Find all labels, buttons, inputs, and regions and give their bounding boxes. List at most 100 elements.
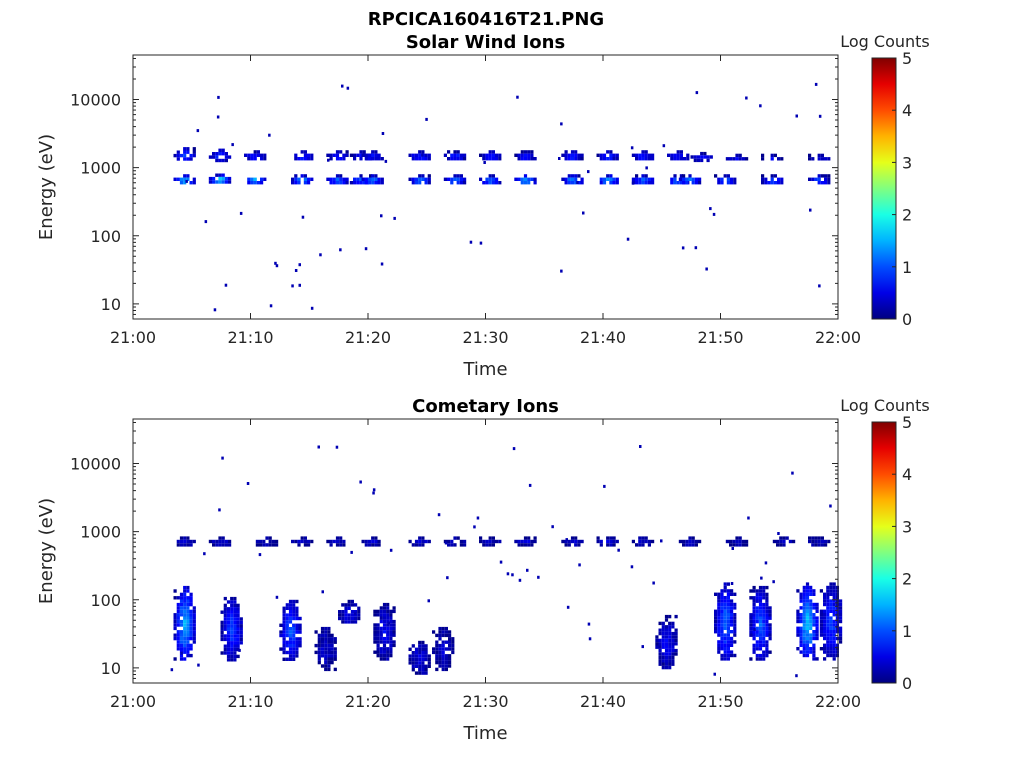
data-cell: [218, 536, 222, 540]
data-cell: [602, 157, 607, 161]
data-cell: [673, 177, 677, 181]
data-cell: [733, 640, 737, 644]
data-cell: [805, 619, 810, 624]
data-cell: [250, 181, 254, 185]
data-cell: [456, 174, 460, 178]
data-cell: [386, 609, 390, 614]
data-cell: [291, 284, 294, 288]
data-cell: [344, 610, 348, 614]
data-cell: [517, 157, 521, 161]
data-cell: [690, 155, 694, 159]
data-cell: [186, 650, 190, 654]
data-cell: [664, 638, 669, 643]
data-cell: [631, 177, 635, 181]
data-cell: [720, 623, 724, 627]
data-cell: [695, 91, 699, 95]
data-cell: [630, 146, 634, 150]
data-cell: [338, 610, 342, 614]
data-cell: [768, 613, 772, 617]
data-cell: [303, 539, 307, 544]
data-cell: [459, 539, 463, 544]
data-cell: [233, 613, 237, 618]
data-cell: [839, 626, 843, 630]
data-cell: [733, 630, 737, 634]
data-cell: [192, 609, 196, 614]
data-cell: [762, 589, 766, 593]
data-cell: [443, 177, 447, 181]
data-cell: [268, 539, 272, 544]
data-cell: [723, 647, 727, 651]
data-cell: [223, 651, 227, 655]
data-cell: [414, 657, 419, 662]
data-cell: [376, 613, 380, 617]
data-cell: [186, 613, 190, 617]
data-cell: [441, 647, 445, 651]
data-cell: [179, 602, 184, 607]
data-cell: [826, 599, 830, 603]
data-cell: [523, 181, 528, 185]
data-cell: [226, 600, 231, 604]
data-cell: [661, 621, 665, 626]
data-cell: [570, 181, 575, 185]
data-cell: [802, 606, 806, 610]
data-cell: [809, 599, 813, 603]
data-cell: [364, 543, 368, 547]
data-cell: [517, 543, 521, 547]
data-cell: [221, 539, 225, 544]
data-cell: [176, 539, 180, 544]
data-cell: [438, 664, 442, 668]
data-cell: [749, 589, 753, 593]
data-cell: [720, 636, 724, 641]
data-cell: [451, 643, 455, 648]
data-cell: [333, 650, 337, 655]
data-cell: [374, 543, 378, 547]
data-cell: [367, 181, 372, 185]
data-cell: [527, 177, 531, 181]
data-cell: [516, 95, 519, 99]
data-cell: [338, 616, 342, 621]
data-cell: [327, 657, 331, 661]
data-cell: [303, 174, 307, 178]
colorbar-scale: [871, 57, 897, 320]
data-cell: [247, 153, 251, 157]
data-cell: [667, 153, 671, 157]
data-cell: [447, 150, 451, 154]
data-cell: [682, 174, 686, 178]
data-cell: [233, 596, 237, 601]
data-cell: [411, 181, 415, 185]
data-cell: [796, 647, 800, 651]
data-cell: [655, 642, 659, 646]
data-cell: [392, 643, 396, 648]
data-cell: [820, 157, 824, 161]
data-cell: [488, 177, 492, 181]
data-cell: [768, 636, 772, 641]
data-cell: [382, 636, 387, 641]
colorbar-tick-label: 4: [902, 465, 912, 484]
data-cell: [664, 642, 669, 646]
data-cell: [829, 643, 833, 647]
data-cell: [459, 157, 463, 161]
data-cell: [253, 153, 257, 157]
data-cell: [418, 654, 422, 658]
data-cell: [228, 155, 232, 159]
data-cell: [574, 157, 578, 161]
data-cell: [186, 609, 190, 614]
data-cell: [379, 630, 383, 634]
data-cell: [183, 633, 187, 637]
data-cell: [761, 177, 765, 181]
data-cell: [329, 177, 333, 181]
data-cell: [691, 543, 695, 547]
data-cell: [723, 616, 727, 620]
x-tick-label: 22:00: [815, 328, 861, 347]
data-cell: [282, 630, 286, 634]
data-cell: [762, 613, 766, 617]
data-cell: [356, 153, 360, 157]
data-cell: [239, 211, 243, 215]
data-cell: [824, 181, 828, 185]
data-cell: [761, 157, 765, 161]
data-cell: [491, 539, 495, 544]
data-cell: [759, 104, 762, 108]
data-cell: [414, 181, 419, 185]
data-cell: [717, 599, 721, 603]
